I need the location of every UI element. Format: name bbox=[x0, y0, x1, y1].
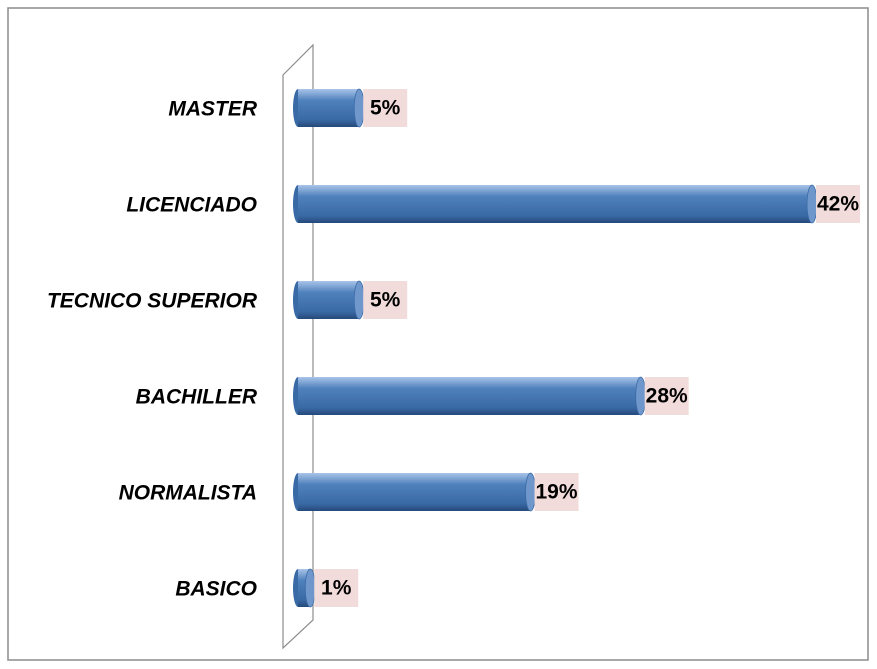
value-label: 5% bbox=[370, 97, 401, 120]
value-label: 1% bbox=[321, 577, 352, 600]
chart-border bbox=[7, 7, 869, 661]
y-tick-label: LICENCIADO bbox=[126, 194, 257, 217]
value-label-box bbox=[363, 281, 408, 319]
y-tick-label: BASICO bbox=[175, 578, 257, 601]
axis-wall bbox=[282, 43, 314, 650]
value-label: 42% bbox=[817, 193, 859, 216]
bar bbox=[298, 185, 812, 223]
value-label: 28% bbox=[646, 385, 688, 408]
bar-end bbox=[525, 472, 536, 512]
bar bbox=[298, 473, 531, 511]
value-label-box bbox=[816, 185, 860, 223]
value-label-box bbox=[314, 569, 359, 607]
value-label-box bbox=[534, 473, 579, 511]
bar-end bbox=[353, 88, 365, 128]
bar-end bbox=[635, 376, 647, 416]
y-tick-label: NORMALISTA bbox=[119, 482, 257, 505]
value-label-box bbox=[644, 377, 689, 415]
y-tick-label: TECNICO SUPERIOR bbox=[47, 290, 258, 313]
y-tick-label: MASTER bbox=[168, 98, 258, 121]
value-label: 5% bbox=[370, 289, 401, 312]
bar-end bbox=[353, 280, 365, 320]
bar-end bbox=[304, 568, 316, 608]
bar bbox=[298, 377, 641, 415]
value-label: 19% bbox=[536, 481, 578, 504]
bar-end bbox=[806, 184, 818, 224]
value-label-box bbox=[363, 89, 408, 127]
bar bbox=[298, 89, 360, 127]
y-tick-label: BACHILLER bbox=[136, 386, 258, 409]
bar bbox=[298, 281, 360, 319]
